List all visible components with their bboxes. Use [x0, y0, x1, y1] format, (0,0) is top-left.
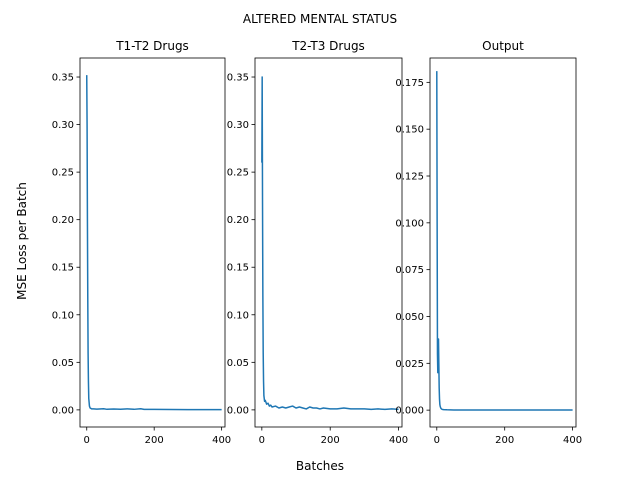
y-tick-label: 0.05 — [52, 358, 74, 369]
axes-frame — [429, 57, 577, 428]
y-tick-label: 0.10 — [52, 310, 74, 321]
series-line — [261, 76, 399, 411]
x-tick-label: 0 — [84, 435, 90, 446]
y-tick-label: 0.10 — [227, 310, 249, 321]
subplot-title: T2-T3 Drugs — [291, 39, 365, 53]
x-axis-label: Batches — [296, 459, 344, 473]
y-tick-label: 0.20 — [227, 215, 249, 226]
y-axis-label: MSE Loss per Batch — [15, 182, 29, 300]
x-tick-label: 400 — [389, 435, 408, 446]
y-tick-label: 0.000 — [395, 406, 424, 417]
y-tick-label: 0.00 — [227, 405, 249, 416]
y-tick-label: 0.25 — [227, 168, 249, 179]
x-tick-label: 400 — [212, 435, 231, 446]
y-tick-label: 0.075 — [395, 265, 424, 276]
subplot-output: Output 0 200 400 0.000 0.025 0.050 0.075 0.100 0… — [395, 39, 582, 446]
axes-frame — [254, 57, 403, 428]
subplot-t1-t2: T1-T2 Drugs 0 200 400 0.00 0.05 0.10 0.15 0.20 0… — [52, 39, 231, 446]
y-tick-label: 0.125 — [395, 172, 424, 183]
subplot-title: Output — [482, 39, 524, 53]
y-tick-label: 0.20 — [52, 215, 74, 226]
y-tick-label: 0.15 — [227, 263, 249, 274]
y-tick-label: 0.100 — [395, 218, 424, 229]
y-tick-label: 0.150 — [395, 125, 424, 136]
y-tick-label: 0.25 — [52, 168, 74, 179]
x-tick-label: 200 — [495, 435, 514, 446]
x-tick-label: 0 — [434, 435, 440, 446]
y-tick-label: 0.00 — [52, 405, 74, 416]
y-tick-label: 0.050 — [395, 312, 424, 323]
y-tick-label: 0.35 — [227, 73, 249, 84]
y-tick-label: 0.30 — [227, 120, 249, 131]
subplot-title: T1-T2 Drugs — [115, 39, 189, 53]
figure-title: ALTERED MENTAL STATUS — [243, 12, 397, 26]
y-tick-label: 0.30 — [52, 120, 74, 131]
x-tick-label: 400 — [563, 435, 582, 446]
y-tick-label: 0.15 — [52, 263, 74, 274]
subplot-t2-t3: T2-T3 Drugs 0 200 400 0.00 0.05 0.10 0.15 0.20 0… — [227, 39, 408, 446]
series-line — [85, 75, 222, 411]
x-tick-label: 200 — [145, 435, 164, 446]
y-tick-label: 0.025 — [395, 359, 424, 370]
axes-frame — [79, 57, 226, 428]
x-tick-label: 200 — [321, 435, 340, 446]
y-tick-label: 0.175 — [395, 78, 424, 89]
series-line — [436, 71, 573, 411]
y-tick-label: 0.05 — [227, 358, 249, 369]
x-tick-label: 0 — [259, 435, 265, 446]
y-tick-label: 0.35 — [52, 73, 74, 84]
